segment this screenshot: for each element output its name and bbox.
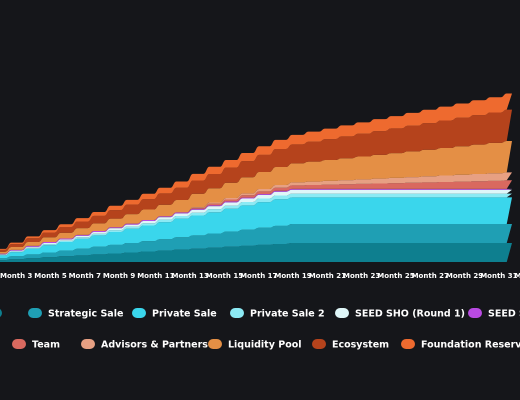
x-tick-label: Month 17: [240, 272, 277, 280]
area-series-9: [0, 109, 512, 252]
area-series-2: [0, 197, 512, 259]
x-tick-label: Month 25: [377, 272, 414, 280]
x-tick-label: Month 3: [0, 272, 33, 280]
x-tick-label: Month 11: [137, 272, 174, 280]
x-tick-label: Month 13: [172, 272, 209, 280]
legend-swatch: [468, 308, 482, 318]
legend[interactable]: Strategic Sale Private Sale Private Sale 2…: [0, 308, 520, 351]
legend-item[interactable]: Advisors & Partners: [81, 339, 208, 351]
legend-item[interactable]: SEED SHO (Round 1): [335, 308, 465, 320]
area-series-1: [0, 224, 512, 261]
x-tick-label: Month 5: [34, 272, 67, 280]
legend-label: Private Sale: [152, 309, 217, 320]
x-tick-label: Month 23: [343, 272, 380, 280]
legend-label: Ecosystem: [332, 340, 389, 351]
x-tick-label: Month 27: [412, 272, 449, 280]
x-tick-label: Month 19: [274, 272, 311, 280]
legend-item[interactable]: Liquidity Pool: [208, 339, 302, 351]
legend-label: Advisors & Partners: [101, 340, 208, 351]
legend-item[interactable]: Private Sale: [132, 308, 217, 320]
legend-swatch: [0, 309, 2, 317]
area-series-0: [0, 243, 512, 262]
legend-label: SEED S: [488, 309, 520, 320]
stacked-areas: [0, 93, 512, 262]
legend-swatch: [312, 339, 326, 349]
legend-label: Private Sale 2: [250, 309, 325, 320]
legend-swatch: [81, 339, 95, 349]
legend-swatch: [208, 339, 222, 349]
legend-item[interactable]: Strategic Sale: [28, 308, 123, 320]
legend-item[interactable]: Ecosystem: [312, 339, 389, 351]
legend-swatch: [230, 308, 244, 318]
x-tick-label: Month 7: [69, 272, 102, 280]
legend-item[interactable]: Foundation Reserve: [401, 339, 520, 351]
x-tick-label: Month 15: [206, 272, 243, 280]
area-series-10: [0, 93, 512, 250]
legend-swatch: [132, 308, 146, 318]
legend-swatch: [12, 339, 26, 349]
legend-label: Team: [32, 340, 60, 351]
x-tick-label: Month 21: [309, 272, 346, 280]
legend-swatch: [401, 339, 415, 349]
legend-label: SEED SHO (Round 1): [355, 309, 465, 320]
x-tick-label: M: [515, 272, 520, 280]
area-series-7: [0, 172, 512, 254]
legend-item[interactable]: Private Sale 2: [230, 308, 325, 320]
legend-item[interactable]: [0, 308, 2, 318]
legend-swatch: [335, 308, 349, 318]
legend-label: Liquidity Pool: [228, 340, 302, 351]
area-series-8: [0, 140, 512, 254]
x-tick-label: Month 29: [446, 272, 483, 280]
x-tick-label: Month 31: [480, 272, 517, 280]
legend-item[interactable]: SEED S: [468, 308, 520, 320]
area-series-6: [0, 180, 512, 254]
legend-item[interactable]: Team: [12, 339, 60, 351]
legend-swatch: [28, 308, 42, 318]
x-axis-tick-labels: Month 3 Month 5 Month 7 Month 9 Month 11Mont…: [0, 272, 520, 280]
x-tick-label: Month 9: [103, 272, 136, 280]
legend-label: Strategic Sale: [48, 309, 123, 320]
legend-label: Foundation Reserve: [421, 340, 520, 351]
